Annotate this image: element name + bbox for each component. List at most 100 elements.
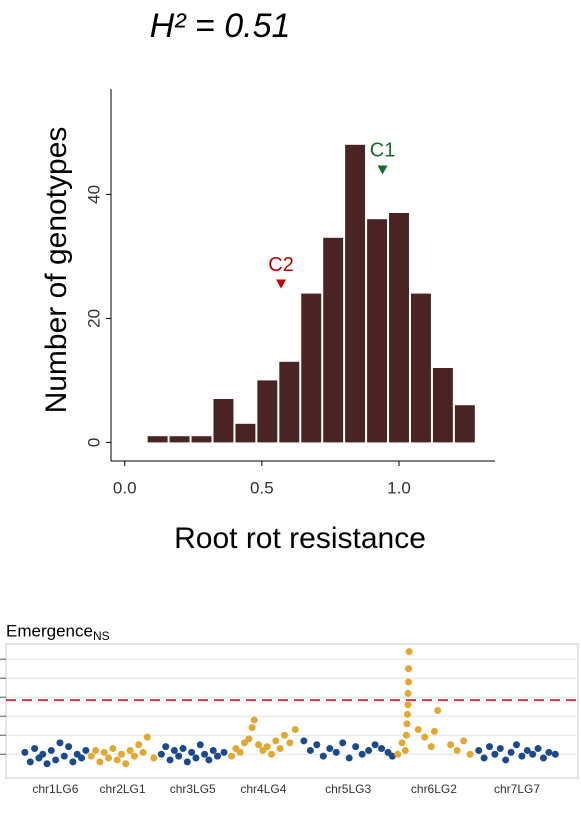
point [205, 756, 213, 764]
y-axis-label: Number of genotypes [40, 127, 73, 414]
point [87, 752, 95, 760]
point [388, 752, 396, 760]
point [209, 746, 217, 754]
x-tick-label: 0.0 [113, 478, 137, 497]
point [313, 741, 321, 749]
point [345, 754, 353, 762]
point [263, 743, 271, 751]
point [117, 750, 125, 758]
point [534, 745, 542, 753]
point [188, 748, 196, 756]
x-tick-label: chr3LG5 [170, 782, 216, 796]
point [105, 754, 113, 762]
point [255, 741, 263, 749]
point [401, 746, 409, 754]
bar [147, 436, 168, 443]
point [60, 752, 68, 760]
bar [367, 219, 388, 443]
point [109, 745, 117, 753]
point [214, 752, 222, 760]
manhattan-title: Emergence [6, 621, 93, 640]
point [157, 750, 165, 758]
point [365, 746, 373, 754]
point [414, 726, 422, 734]
point [394, 750, 402, 758]
point [113, 756, 121, 764]
point [92, 746, 100, 754]
x-tick-label: chr4LG4 [240, 782, 286, 796]
point [166, 756, 174, 764]
point [466, 750, 474, 758]
point [280, 731, 288, 739]
point [56, 739, 64, 747]
point [82, 746, 90, 754]
bar [323, 237, 344, 443]
point [496, 745, 504, 753]
point [402, 731, 410, 739]
x-tick-label: chr2LG1 [100, 782, 146, 796]
point [434, 707, 442, 715]
bar [432, 368, 453, 443]
point [403, 710, 411, 718]
bar [213, 399, 234, 443]
point [47, 746, 55, 754]
point [319, 752, 327, 760]
point [539, 754, 547, 762]
histogram-title: H² = 0.51 [150, 7, 291, 45]
point [201, 750, 209, 758]
bar [279, 361, 300, 443]
bar [235, 423, 256, 443]
point [405, 665, 413, 673]
point [250, 716, 258, 724]
point [300, 737, 308, 745]
bar [410, 293, 431, 443]
x-tick-label: 0.5 [250, 478, 274, 497]
x-tick-label: chr6LG2 [411, 782, 457, 796]
point [21, 748, 29, 756]
annotation-marker [377, 165, 388, 175]
point [404, 701, 412, 709]
point [486, 743, 494, 751]
point [326, 745, 334, 753]
point [512, 741, 520, 749]
point [183, 758, 191, 766]
point [122, 760, 130, 768]
point [26, 758, 34, 766]
point [43, 760, 51, 768]
point [236, 748, 244, 756]
point [179, 745, 187, 753]
point [453, 746, 461, 754]
point [460, 737, 468, 745]
bar [257, 380, 278, 443]
point [502, 756, 510, 764]
bar [345, 144, 366, 443]
point [267, 750, 275, 758]
bar [389, 213, 409, 443]
bar [169, 436, 190, 443]
point [272, 737, 280, 745]
point [162, 743, 170, 751]
point [491, 750, 499, 758]
y-tick-label: 40 [84, 185, 103, 204]
point [276, 745, 284, 753]
point [78, 754, 86, 762]
point [339, 739, 347, 747]
bar [191, 436, 212, 443]
point [170, 746, 178, 754]
point [404, 689, 412, 697]
point [358, 750, 366, 758]
point [96, 758, 104, 766]
point [529, 750, 537, 758]
point [192, 754, 200, 762]
manhattan-subtitle: NS [93, 629, 110, 643]
point [286, 739, 294, 747]
point [430, 727, 438, 735]
x-tick-label: chr1LG6 [32, 782, 78, 796]
point [371, 741, 379, 749]
point [306, 746, 314, 754]
point [143, 733, 151, 741]
point [378, 745, 386, 753]
point [196, 741, 204, 749]
point [150, 754, 158, 762]
